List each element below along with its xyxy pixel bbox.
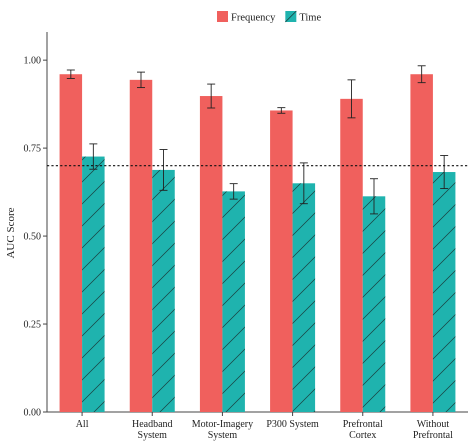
legend-label-time: Time bbox=[299, 13, 321, 24]
y-tick-label: 0.25 bbox=[24, 320, 42, 331]
x-tick-label: System bbox=[138, 430, 168, 441]
x-tick-label: Motor-Imagery bbox=[192, 419, 253, 430]
y-tick-label: 0.75 bbox=[24, 144, 42, 155]
bar-frequency bbox=[340, 98, 363, 412]
x-tick-label: All bbox=[76, 419, 89, 430]
x-tick-label: Prefrontal bbox=[413, 430, 453, 441]
x-tick-label: Prefrontal bbox=[343, 419, 383, 430]
legend: Frequency Time bbox=[217, 10, 321, 24]
legend-label-frequency: Frequency bbox=[231, 13, 276, 24]
bar-frequency bbox=[410, 74, 433, 412]
legend-swatch-frequency bbox=[217, 11, 228, 22]
bar-hatch-time bbox=[362, 196, 386, 412]
x-tick-label: P300 System bbox=[266, 419, 319, 430]
bar-hatch-time bbox=[82, 156, 105, 412]
bar-frequency bbox=[270, 110, 293, 413]
bar-frequency bbox=[59, 74, 83, 412]
bar-hatch-time bbox=[432, 172, 456, 412]
x-tick-label: Cortex bbox=[349, 430, 376, 441]
y-tick-label: 1.00 bbox=[24, 56, 42, 67]
bar-frequency bbox=[129, 79, 153, 412]
x-tick-label: Without bbox=[417, 419, 450, 430]
bar-hatch-time bbox=[222, 191, 245, 412]
bar-frequency bbox=[199, 96, 223, 412]
x-tick-label: System bbox=[208, 430, 238, 441]
y-axis-title: AUC Score bbox=[5, 207, 17, 258]
y-tick-label: 0.50 bbox=[24, 232, 42, 243]
bar-hatch-time bbox=[152, 169, 175, 412]
x-tick-label: Headband bbox=[132, 419, 173, 430]
y-tick-label: 0.00 bbox=[24, 408, 42, 419]
legend-hatch-line bbox=[285, 10, 297, 23]
bar-hatch-time bbox=[292, 183, 316, 412]
